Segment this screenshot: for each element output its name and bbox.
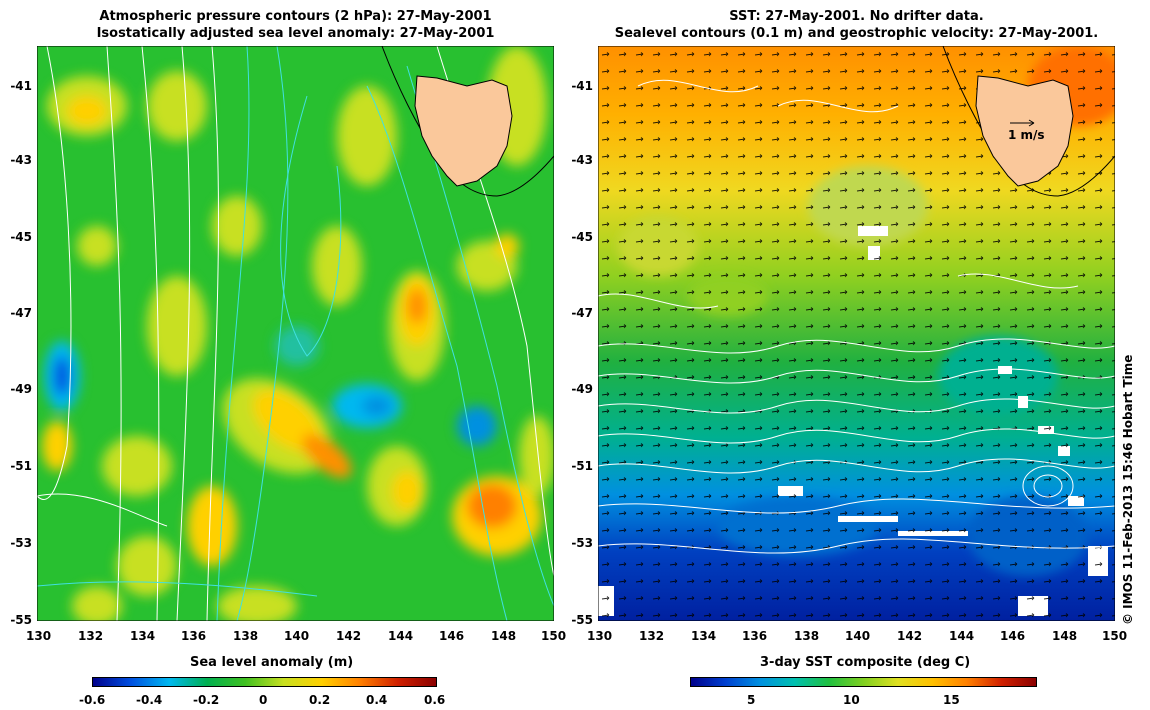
velocity-scale: 1 m/s bbox=[1008, 119, 1045, 142]
colorbar-tick: -0.2 bbox=[193, 693, 220, 707]
lon-tick: 136 bbox=[742, 629, 768, 643]
colorbar-tick: 0.2 bbox=[309, 693, 331, 707]
sst-map: 1 m/s bbox=[598, 46, 1115, 621]
lon-tick: 148 bbox=[491, 629, 517, 643]
sealevel-contours-right bbox=[598, 79, 1115, 554]
colorbar-tick: 10 bbox=[843, 693, 860, 707]
lon-tick: 150 bbox=[1102, 629, 1128, 643]
left-panel-title: Atmospheric pressure contours (2 hPa): 2… bbox=[37, 8, 554, 42]
lon-tick: 150 bbox=[541, 629, 567, 643]
right-colorbar-title: 3-day SST composite (deg C) bbox=[760, 655, 971, 670]
lon-tick: 140 bbox=[845, 629, 871, 643]
lon-tick: 138 bbox=[794, 629, 820, 643]
tasmania-landmass-right bbox=[975, 75, 1074, 187]
lon-tick: 130 bbox=[587, 629, 613, 643]
sea-level-anomaly-map bbox=[37, 46, 554, 621]
colorbar-tick: -0.4 bbox=[136, 693, 163, 707]
lat-tick: -55 bbox=[10, 613, 32, 627]
lat-tick: -51 bbox=[10, 459, 32, 473]
lat-tick: -45 bbox=[571, 230, 593, 244]
lat-tick: -55 bbox=[571, 613, 593, 627]
sealevel-contours bbox=[37, 46, 554, 621]
colorbar-tick: 0.6 bbox=[424, 693, 446, 707]
lat-tick: -45 bbox=[10, 230, 32, 244]
colorbar-tick: 5 bbox=[747, 693, 756, 707]
lat-tick: -49 bbox=[10, 382, 32, 396]
lat-tick: -53 bbox=[10, 536, 32, 550]
colorbar-tick: 15 bbox=[943, 693, 960, 707]
lat-tick: -51 bbox=[571, 459, 593, 473]
lat-tick: -43 bbox=[571, 153, 593, 167]
lon-tick: 140 bbox=[284, 629, 310, 643]
lat-tick: -41 bbox=[10, 79, 32, 93]
lat-tick: -53 bbox=[571, 536, 593, 550]
lat-tick: -47 bbox=[10, 306, 32, 320]
pressure-contours bbox=[37, 46, 554, 621]
colorbar-tick: 0.4 bbox=[366, 693, 388, 707]
left-title-line2: Isostatically adjusted sea level anomaly… bbox=[96, 26, 495, 41]
lon-tick: 144 bbox=[949, 629, 975, 643]
right-panel-title: SST: 27-May-2001. No drifter data. Seale… bbox=[598, 8, 1115, 42]
lon-tick: 132 bbox=[78, 629, 104, 643]
sea-level-colorbar bbox=[92, 677, 437, 687]
right-title-line1: SST: 27-May-2001. No drifter data. bbox=[729, 9, 984, 24]
lon-tick: 146 bbox=[1000, 629, 1026, 643]
lon-tick: 132 bbox=[639, 629, 665, 643]
lon-tick: 144 bbox=[388, 629, 414, 643]
lon-tick: 142 bbox=[897, 629, 923, 643]
lon-tick: 146 bbox=[439, 629, 465, 643]
colorbar-tick: 0 bbox=[259, 693, 268, 707]
tasmania-landmass bbox=[414, 75, 513, 187]
left-title-line1: Atmospheric pressure contours (2 hPa): 2… bbox=[99, 9, 492, 24]
lat-tick: -41 bbox=[571, 79, 593, 93]
right-title-line2: Sealevel contours (0.1 m) and geostrophi… bbox=[614, 26, 1099, 41]
lon-tick: 142 bbox=[336, 629, 362, 643]
sst-colorbar bbox=[690, 677, 1037, 687]
lat-tick: -47 bbox=[571, 306, 593, 320]
colorbar-tick: -0.6 bbox=[79, 693, 106, 707]
anomaly-field-blobs bbox=[42, 46, 554, 621]
lon-tick: 138 bbox=[233, 629, 259, 643]
lon-tick: 148 bbox=[1052, 629, 1078, 643]
lon-tick: 130 bbox=[26, 629, 52, 643]
lon-tick: 136 bbox=[181, 629, 207, 643]
lon-tick: 134 bbox=[130, 629, 156, 643]
left-colorbar-title: Sea level anomaly (m) bbox=[190, 655, 354, 670]
lat-tick: -49 bbox=[571, 382, 593, 396]
velocity-scale-label: 1 m/s bbox=[1008, 128, 1045, 142]
lon-tick: 134 bbox=[691, 629, 717, 643]
lat-tick: -43 bbox=[10, 153, 32, 167]
imos-credit: © IMOS 11-Feb-2013 15:46 Hobart Time bbox=[1121, 354, 1135, 625]
